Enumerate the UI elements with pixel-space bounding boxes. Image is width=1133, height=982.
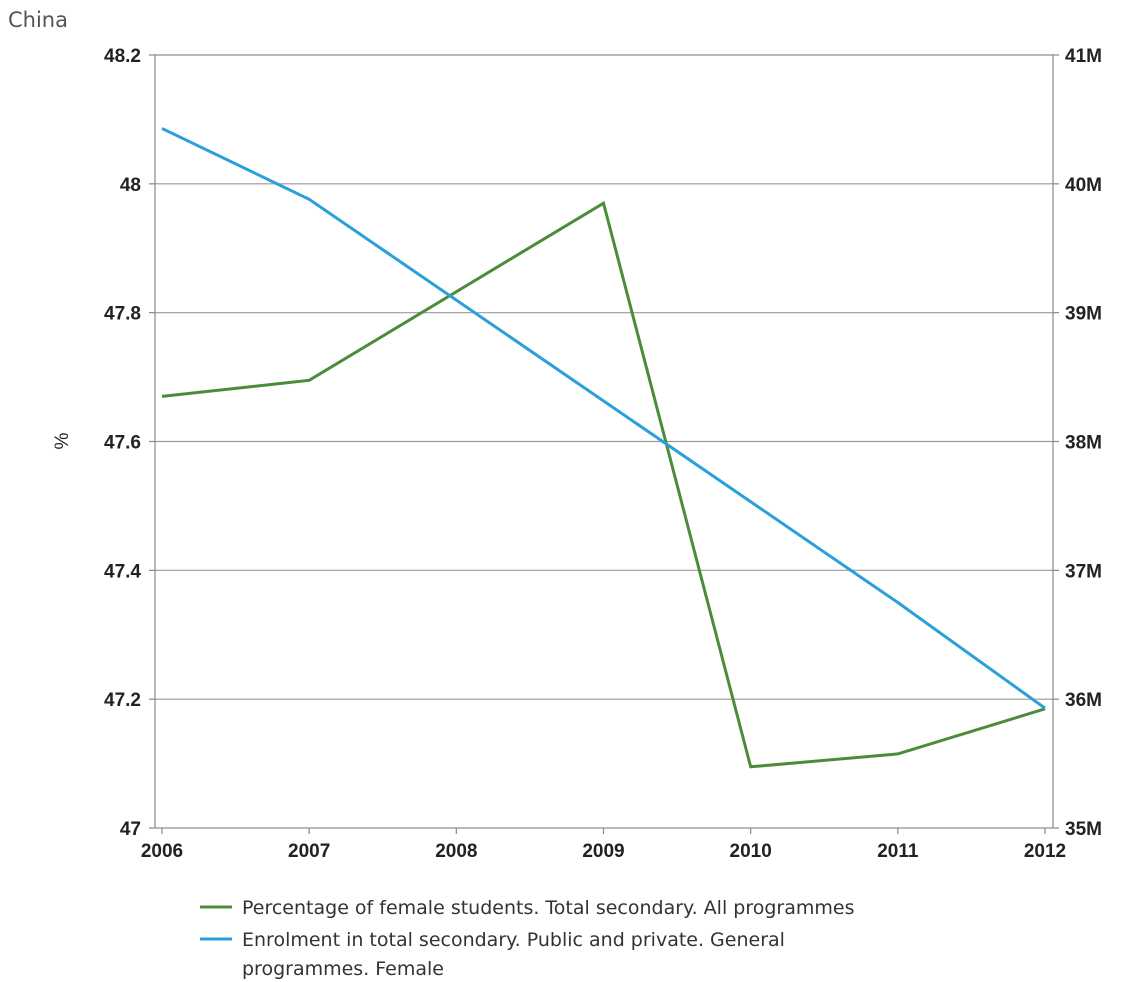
series-layer: [161, 127, 1046, 769]
left-tick-label: 47.2: [104, 690, 141, 711]
x-tick-label: 2006: [141, 841, 183, 862]
legend-label-series-1-line-2: programmes. Female: [242, 958, 444, 980]
left-tick-label: 47.8: [104, 304, 141, 325]
left-axis-ticks: 47 47.2 47.4 47.6 47.8 48 48.2: [104, 46, 155, 840]
left-tick-label: 48.2: [104, 46, 141, 67]
legend-label-series-0: Percentage of female students. Total sec…: [242, 897, 854, 919]
x-tick-label: 2007: [288, 841, 330, 862]
series-line-1: [161, 127, 1046, 710]
legend-label-series-1-line-1: Enrolment in total secondary. Public and…: [242, 929, 785, 951]
x-axis-ticks: 2006 2007 2008 2009 2010 2011 2012: [141, 828, 1066, 862]
x-tick-label: 2008: [435, 841, 477, 862]
right-tick-label: 38M: [1065, 433, 1102, 454]
series-line-0: [161, 200, 1046, 769]
right-tick-label: 39M: [1065, 304, 1102, 325]
left-tick-label: 47.6: [104, 433, 141, 454]
chart-title: China: [8, 8, 68, 32]
right-tick-label: 37M: [1065, 561, 1102, 582]
legend: Percentage of female students. Total sec…: [200, 897, 854, 980]
right-tick-label: 40M: [1065, 175, 1102, 196]
grid-lines: [155, 183, 1053, 700]
left-tick-label: 47: [120, 819, 141, 840]
y-axis-label-left: %: [52, 432, 73, 449]
right-tick-label: 36M: [1065, 690, 1102, 711]
right-tick-label: 35M: [1065, 819, 1102, 840]
x-tick-label: 2011: [877, 841, 919, 862]
right-tick-label: 41M: [1065, 46, 1102, 67]
right-axis-ticks: 35M 36M 37M 38M 39M 40M 41M: [1053, 46, 1102, 840]
left-tick-label: 48: [120, 175, 141, 196]
x-tick-label: 2010: [730, 841, 772, 862]
left-tick-label: 47.4: [104, 561, 141, 582]
x-tick-label: 2009: [582, 841, 624, 862]
x-tick-label: 2012: [1024, 841, 1066, 862]
